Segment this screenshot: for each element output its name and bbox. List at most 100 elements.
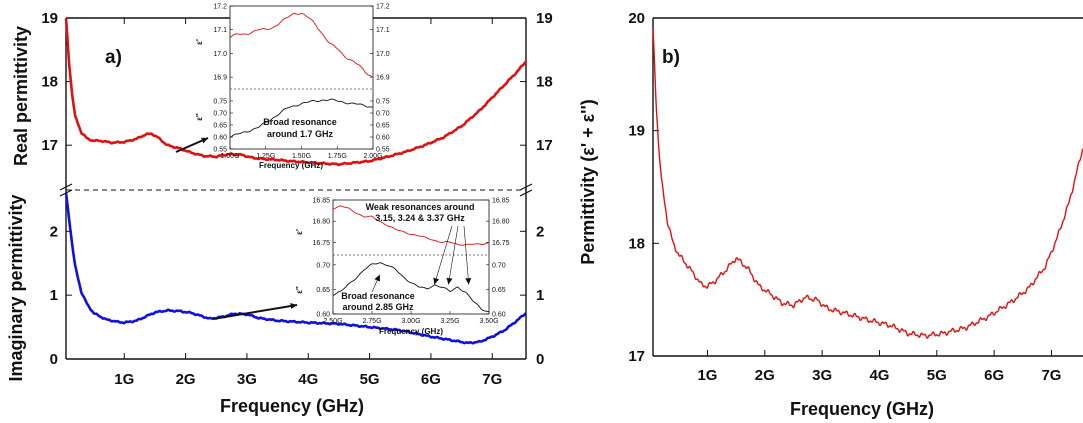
y-tick-label-left: 2	[50, 223, 58, 240]
inset-eps-real-line	[332, 205, 490, 246]
inset-eps-imag-line	[229, 98, 374, 139]
resonance-arrow-head	[465, 277, 472, 285]
y-tick-label-right: 19	[536, 10, 553, 27]
inset-y-tick-label: 0.75	[376, 99, 390, 106]
y-axis-label-real: Real permittivity	[11, 26, 31, 166]
inset-y-tick-label: 0.65	[376, 123, 390, 130]
inset-y-tick-label: 0.55	[213, 147, 227, 154]
inset-x-tick-label: 1.75G	[328, 153, 347, 160]
inset-upper: ε' ε'' Frequency (GHz) 16.9 16.9 17.0 17.0 1…	[195, 4, 390, 171]
x-tick-label-b: 1G	[697, 367, 717, 384]
axis-break-mark	[519, 189, 533, 197]
x-tick-label: 1G	[114, 371, 134, 388]
x-tick-label: 4G	[298, 371, 318, 388]
y-tick-label-right: 2	[536, 223, 544, 240]
imaginary-permittivity-line	[64, 192, 527, 345]
inset-x-tick-label: 3.25G	[440, 318, 459, 325]
inset-x-tick-label: 2.00G	[363, 153, 382, 160]
x-tick-label-b: 7G	[1041, 367, 1061, 384]
resonance-arrow	[434, 225, 453, 285]
inset-lower-annotation-bottom-line2: around 2.85 GHz	[342, 302, 414, 312]
inset-y-tick-label: 0.55	[376, 147, 390, 154]
x-tick-label: 2G	[176, 371, 196, 388]
inset-frame	[229, 5, 374, 150]
resonance-arrow-head	[433, 277, 440, 285]
y-tick-label-right: 18	[536, 74, 553, 91]
x-tick-label-b: 4G	[869, 367, 889, 384]
inset-upper-xlabel: Frequency (GHz)	[259, 161, 323, 170]
inset-lower-bottom-ylabel: ε''	[295, 286, 304, 294]
panel-a: 17 17 18 18 19 19 0 0 1 1 2 2 1G 2G 3G 4G 5G 6G 7G a) Rea…	[6, 4, 553, 417]
inset-y-tick-label: 0.65	[492, 287, 506, 294]
inset-x-tick-label: 3.50G	[479, 318, 498, 325]
inset-y-tick-label: 0.70	[316, 262, 330, 269]
inset-y-tick-label: 0.70	[213, 111, 227, 118]
inset-lower-annotation-top-line2: 3.15, 3.24 & 3.37 GHz	[375, 213, 465, 223]
inset-y-tick-label: 0.70	[376, 111, 390, 118]
x-axis-label-b: Frequency (GHz)	[790, 399, 934, 419]
y-axis-label-b: Permittivity (ε' + ε'')	[578, 99, 598, 264]
inset-y-tick-label: 0.60	[376, 135, 390, 142]
y-tick-label-b: 20	[628, 10, 645, 27]
panel-a-label: a)	[105, 47, 122, 68]
axis-break-mark	[59, 183, 73, 191]
x-tick-label-b: 5G	[927, 367, 947, 384]
inset-y-tick-label: 16.75	[492, 240, 510, 247]
inset-y-tick-label: 17.0	[213, 51, 227, 58]
inset-upper-annotation-line2: around 1.7 GHz	[267, 129, 334, 139]
real-permittivity-line	[64, 17, 527, 167]
inset-y-tick-label: 16.9	[376, 75, 390, 82]
inset-y-tick-label: 16.80	[492, 219, 510, 226]
inset-y-tick-label: 17.2	[213, 4, 227, 11]
inset-upper-arrow-head	[201, 137, 208, 144]
y-axis-label-imaginary: Imaginary permittivity	[6, 194, 26, 381]
axis-break-mark	[519, 183, 533, 191]
resonance-arrow	[448, 225, 459, 285]
inset-frame	[332, 199, 490, 315]
panel-b-label: b)	[662, 47, 680, 68]
y-tick-label-left: 18	[41, 74, 58, 91]
broad-resonance-arrow-head	[374, 274, 380, 282]
inset-eps-real-line	[229, 12, 374, 78]
inset-y-tick-label: 16.80	[312, 219, 330, 226]
inset-upper-top-ylabel: ε'	[195, 39, 204, 45]
x-tick-label: 6G	[421, 371, 441, 388]
inset-lower-annotation-bottom-line1: Broad resonance	[341, 291, 415, 301]
y-tick-label-right: 0	[536, 351, 544, 368]
resonance-arrow	[463, 225, 470, 285]
y-tick-label-b: 19	[628, 123, 645, 140]
inset-lower-arrow	[212, 304, 298, 320]
inset-lower-annotation-top-line1: Weak resonances around	[366, 202, 475, 212]
y-tick-label-b: 17	[628, 348, 645, 365]
y-tick-label-right: 17	[536, 137, 553, 154]
inset-upper-bottom-ylabel: ε''	[195, 113, 204, 121]
inset-x-tick-label: 2.50G	[323, 318, 342, 325]
inset-lower-xlabel: Frequency (GHz)	[379, 327, 443, 336]
inset-upper-annotation-line1: Broad resonance	[263, 117, 337, 127]
panel-b: 17 18 19 20 1G 2G 3G 4G 5G 6G 7G b) Permittivity (…	[578, 10, 1083, 419]
x-tick-label-b: 3G	[812, 367, 832, 384]
x-tick-label: 5G	[360, 371, 380, 388]
inset-lower-arrow-head	[290, 303, 297, 310]
x-tick-label: 3G	[237, 371, 257, 388]
inset-y-tick-label: 17.1	[376, 27, 390, 34]
inset-y-tick-label: 0.60	[492, 312, 506, 319]
inset-x-tick-label: 1.25G	[256, 153, 275, 160]
x-tick-label-b: 2G	[755, 367, 775, 384]
inset-y-tick-label: 16.9	[213, 75, 227, 82]
inset-y-tick-label: 0.65	[213, 123, 227, 130]
inset-y-tick-label: 17.1	[213, 27, 227, 34]
inset-lower: ε' ε'' Frequency (GHz) 16.75 16.75 16.80 16…	[295, 198, 510, 337]
inset-y-tick-label: 17.2	[376, 4, 390, 11]
inset-y-tick-label: 16.75	[312, 240, 330, 247]
y-tick-label-left: 0	[50, 351, 58, 368]
inset-x-tick-label: 2.75G	[362, 318, 381, 325]
inset-lower-top-ylabel: ε'	[295, 229, 304, 235]
inset-y-tick-label: 0.60	[316, 312, 330, 319]
x-axis-label-a: Frequency (GHz)	[220, 396, 364, 416]
inset-eps-imag-line	[332, 262, 490, 313]
inset-y-tick-label: 16.85	[492, 198, 510, 205]
inset-x-tick-label: 3.00G	[401, 318, 420, 325]
y-tick-label-right: 1	[536, 287, 544, 304]
